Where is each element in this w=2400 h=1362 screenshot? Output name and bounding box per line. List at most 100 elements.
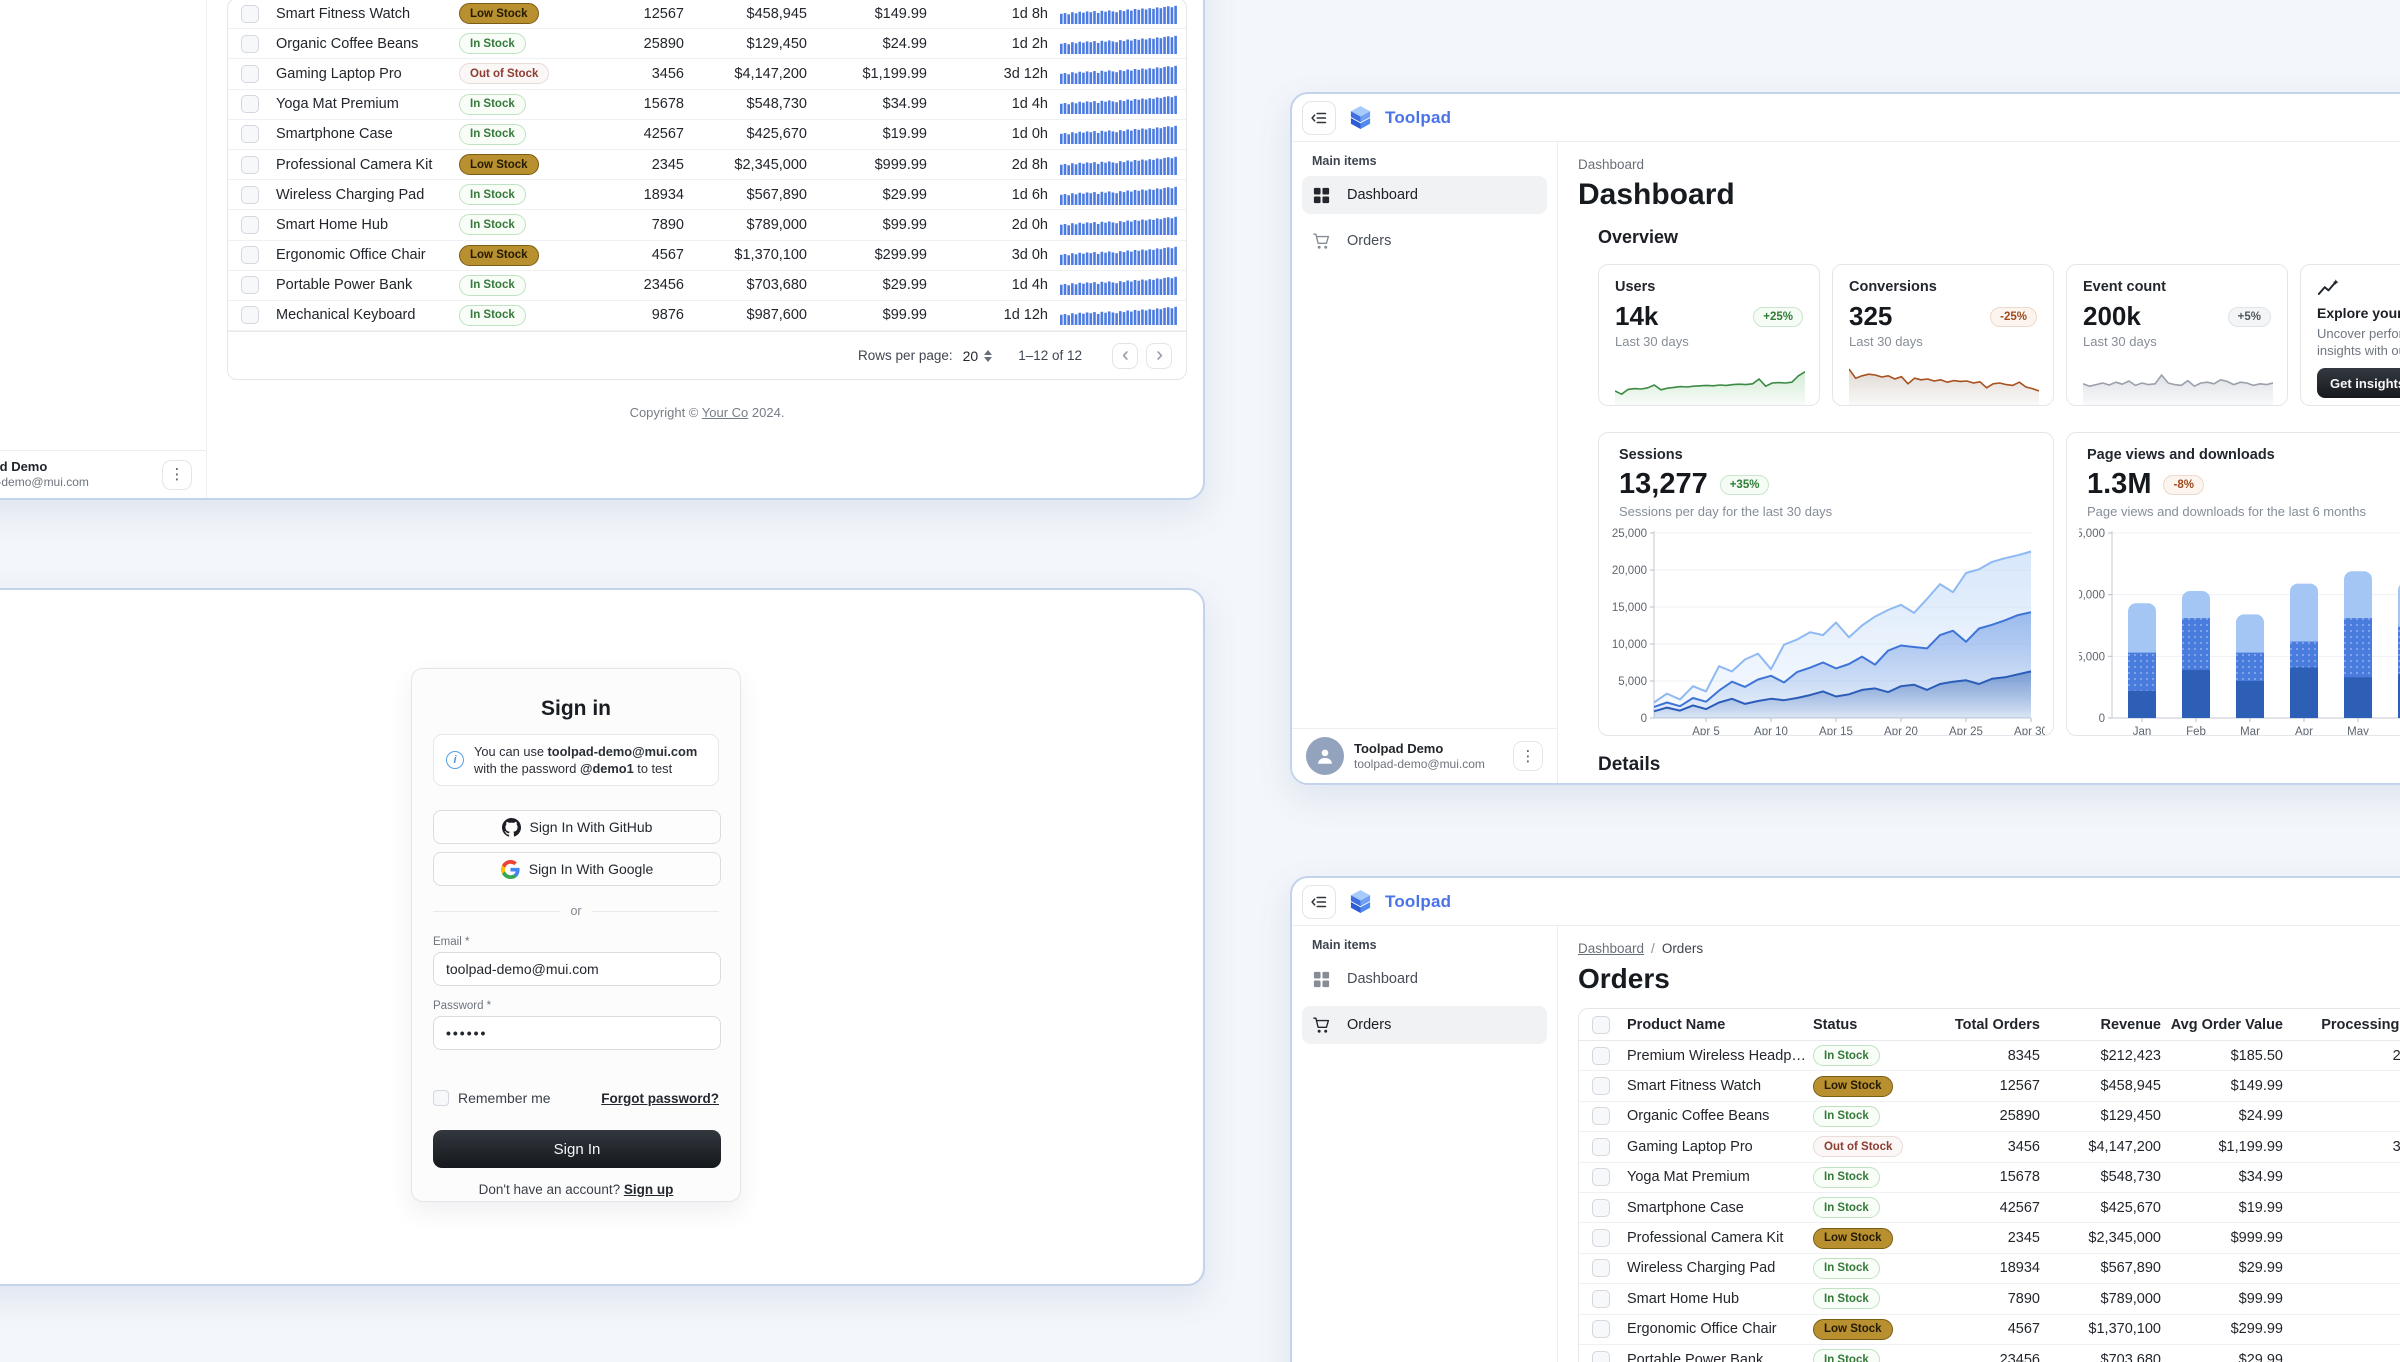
password-field[interactable]: [433, 1016, 721, 1050]
user-menu-button[interactable]: ⋮: [162, 459, 192, 490]
row-checkbox[interactable]: [241, 4, 259, 23]
rows-per-page-stepper[interactable]: [984, 349, 993, 362]
cell-product-name: Smart Home Hub: [1627, 1290, 1740, 1307]
row-checkbox[interactable]: [241, 95, 259, 114]
cell-revenue: $789,000: [746, 216, 807, 233]
table-row[interactable]: Organic Coffee Beans In Stock 25890 $129,45…: [1579, 1102, 2400, 1133]
stat-value: 14k: [1615, 301, 1659, 331]
row-checkbox[interactable]: [241, 34, 259, 53]
remember-forgot-row: Remember me Forgot password?: [433, 1090, 719, 1106]
sign-in-github-button[interactable]: Sign In With GitHub: [433, 810, 721, 844]
row-checkbox-cell: [1579, 1046, 1623, 1065]
row-checkbox[interactable]: [1592, 1137, 1610, 1156]
column-header-revenue[interactable]: Revenue: [2100, 1016, 2161, 1033]
breadcrumb-dashboard-link[interactable]: Dashboard: [1578, 941, 1645, 956]
status-chip: Low Stock: [1813, 1227, 1893, 1249]
row-checkbox[interactable]: [1592, 1198, 1610, 1217]
email-field[interactable]: [433, 952, 721, 986]
row-checkbox-cell: [228, 4, 272, 23]
column-header-time[interactable]: Processing Time: [2321, 1016, 2400, 1033]
sidebar-item-orders[interactable]: Orders: [1302, 1006, 1547, 1044]
table-row[interactable]: Ergonomic Office Chair Low Stock 4567 $1,37…: [228, 241, 1186, 271]
cell-avg-order-value: $19.99: [882, 126, 927, 143]
sign-in-google-button[interactable]: Sign In With Google: [433, 852, 721, 886]
cell-revenue: $425,670: [746, 126, 807, 143]
breadcrumb[interactable]: Dashboard: [1578, 157, 1645, 172]
status-chip: Low Stock: [1813, 1075, 1893, 1097]
table-row[interactable]: Smart Home Hub In Stock 7890 $789,000 $99.99…: [228, 210, 1186, 241]
table-row[interactable]: Yoga Mat Premium In Stock 15678 $548,730 $34…: [228, 90, 1186, 120]
pageviews-card: Page views and downloads 1.3M -8% Page v…: [2066, 432, 2400, 736]
table-row[interactable]: Mechanical Keyboard In Stock 9876 $987,600 $…: [228, 301, 1186, 332]
table-row[interactable]: Smart Fitness Watch Low Stock 12567 $458,94…: [228, 0, 1186, 30]
table-row[interactable]: Gaming Laptop Pro Out of Stock 3456 $4,147,…: [1579, 1132, 2400, 1163]
cell-total-orders: 7890: [651, 216, 684, 233]
row-checkbox[interactable]: [1592, 1320, 1610, 1339]
row-checkbox[interactable]: [241, 306, 259, 325]
table-row[interactable]: Smart Home Hub In Stock 7890 $789,000 $99.99…: [1579, 1284, 2400, 1315]
table-row[interactable]: Smartphone Case In Stock 42567 $425,670 $19.…: [1579, 1193, 2400, 1224]
sidebar-item-dashboard[interactable]: Dashboard: [1302, 960, 1547, 998]
table-row[interactable]: Gaming Laptop Pro Out of Stock 3456 $4,147,…: [228, 59, 1186, 90]
cell-total-orders: 25890: [643, 35, 684, 52]
sidebar-caption: Main items: [1312, 938, 1377, 952]
status-chip: In Stock: [459, 93, 526, 115]
info-icon: i: [446, 751, 464, 769]
table-row[interactable]: Portable Power Bank In Stock 23456 $703,680…: [1579, 1345, 2400, 1362]
row-checkbox[interactable]: [1592, 1259, 1610, 1278]
table-row[interactable]: Ergonomic Office Chair Low Stock 4567 $1,37…: [1579, 1315, 2400, 1345]
row-checkbox[interactable]: [241, 276, 259, 295]
table-row[interactable]: Organic Coffee Beans In Stock 25890 $129,45…: [228, 29, 1186, 60]
row-checkbox[interactable]: [1592, 1350, 1610, 1362]
cell-total-orders: 25890: [1999, 1108, 2040, 1125]
select-all-checkbox[interactable]: [1592, 1015, 1610, 1034]
table-row[interactable]: Smart Fitness Watch Low Stock 12567 $458,94…: [1579, 1071, 2400, 1102]
row-checkbox[interactable]: [241, 64, 259, 83]
row-checkbox[interactable]: [1592, 1168, 1610, 1187]
svg-text:Feb: Feb: [2186, 726, 2206, 736]
rows-per-page-value[interactable]: 20: [962, 347, 979, 364]
sign-in-submit-button[interactable]: Sign In: [433, 1130, 721, 1168]
get-insights-button[interactable]: Get insights ›: [2317, 368, 2400, 398]
column-header-total[interactable]: Total Orders: [1954, 1016, 2040, 1033]
remember-me-checkbox[interactable]: [433, 1090, 449, 1106]
collapse-sidebar-button[interactable]: [1302, 100, 1336, 135]
column-header-product[interactable]: Product Name: [1627, 1016, 1726, 1033]
cell-processing-time: 1d 4h: [1011, 277, 1048, 294]
row-checkbox[interactable]: [241, 125, 259, 144]
row-checkbox[interactable]: [241, 215, 259, 234]
row-checkbox[interactable]: [1592, 1077, 1610, 1096]
row-checkbox[interactable]: [1592, 1229, 1610, 1248]
sidebar-item-dashboard[interactable]: Dashboard: [1302, 176, 1547, 214]
table-row[interactable]: Smartphone Case In Stock 42567 $425,670 $19.…: [228, 120, 1186, 150]
table-row[interactable]: Yoga Mat Premium In Stock 15678 $548,730 $34…: [1579, 1163, 2400, 1193]
svg-text:Apr 25: Apr 25: [1949, 726, 1983, 736]
row-checkbox[interactable]: [1592, 1289, 1610, 1308]
row-checkbox[interactable]: [241, 155, 259, 174]
row-checkbox[interactable]: [241, 246, 259, 265]
table-row[interactable]: Wireless Charging Pad In Stock 18934 $567,8…: [228, 180, 1186, 211]
cell-total-orders: 9876: [651, 307, 684, 324]
table-row[interactable]: Premium Wireless Headphones In Stock 8345 $…: [1579, 1041, 2400, 1072]
prev-page-button[interactable]: [1112, 342, 1138, 369]
table-row[interactable]: Portable Power Bank In Stock 23456 $703,680…: [228, 271, 1186, 301]
svg-text:0: 0: [1641, 713, 1647, 725]
status-chip: In Stock: [1813, 1166, 1880, 1188]
sidebar-item-orders[interactable]: Orders: [1302, 222, 1547, 260]
forgot-password-link[interactable]: Forgot password?: [601, 1090, 719, 1106]
cell-status: In Stock: [459, 304, 607, 326]
table-row[interactable]: Professional Camera Kit Low Stock 2345 $2,3…: [228, 150, 1186, 181]
copyright-link[interactable]: Your Co: [701, 405, 749, 420]
row-checkbox[interactable]: [1592, 1046, 1610, 1065]
user-menu-button[interactable]: ⋮: [1513, 741, 1543, 771]
next-page-button[interactable]: [1146, 342, 1172, 369]
sign-up-link[interactable]: Sign up: [623, 1182, 674, 1197]
row-checkbox[interactable]: [241, 185, 259, 204]
column-header-avg[interactable]: Avg Order Value: [2170, 1016, 2283, 1033]
column-header-status[interactable]: Status: [1813, 1016, 1858, 1033]
table-row[interactable]: Professional Camera Kit Low Stock 2345 $2,3…: [1579, 1223, 2400, 1254]
pagination-range: 1–12 of 12: [1018, 348, 1082, 364]
collapse-sidebar-button[interactable]: [1302, 884, 1336, 919]
table-row[interactable]: Wireless Charging Pad In Stock 18934 $567,8…: [1579, 1254, 2400, 1285]
row-checkbox[interactable]: [1592, 1107, 1610, 1126]
